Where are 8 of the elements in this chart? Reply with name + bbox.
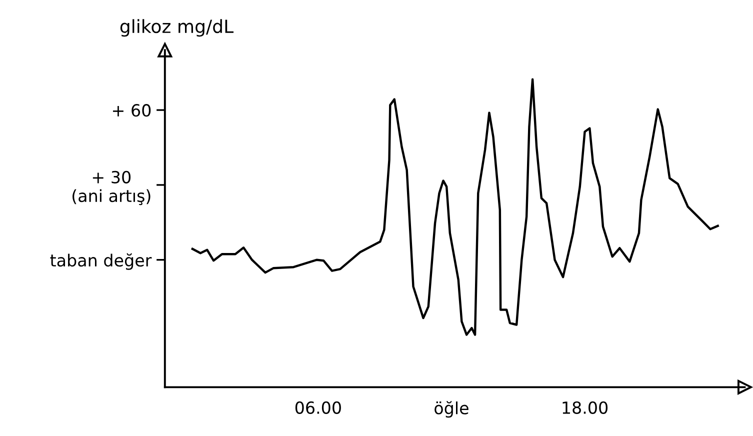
line-series xyxy=(191,78,719,336)
y-tick-label: taban değer xyxy=(50,253,152,270)
x-tick-label: öğle xyxy=(434,401,468,418)
y-tick-label: + 60 xyxy=(113,104,151,117)
x-tick-label: 18.00 xyxy=(562,401,608,414)
y-tick-label: + 30 (ani artış) xyxy=(72,170,150,206)
y-axis-title: glikoz mg/dL xyxy=(120,19,234,37)
x-tick-label: 06.00 xyxy=(295,401,341,414)
